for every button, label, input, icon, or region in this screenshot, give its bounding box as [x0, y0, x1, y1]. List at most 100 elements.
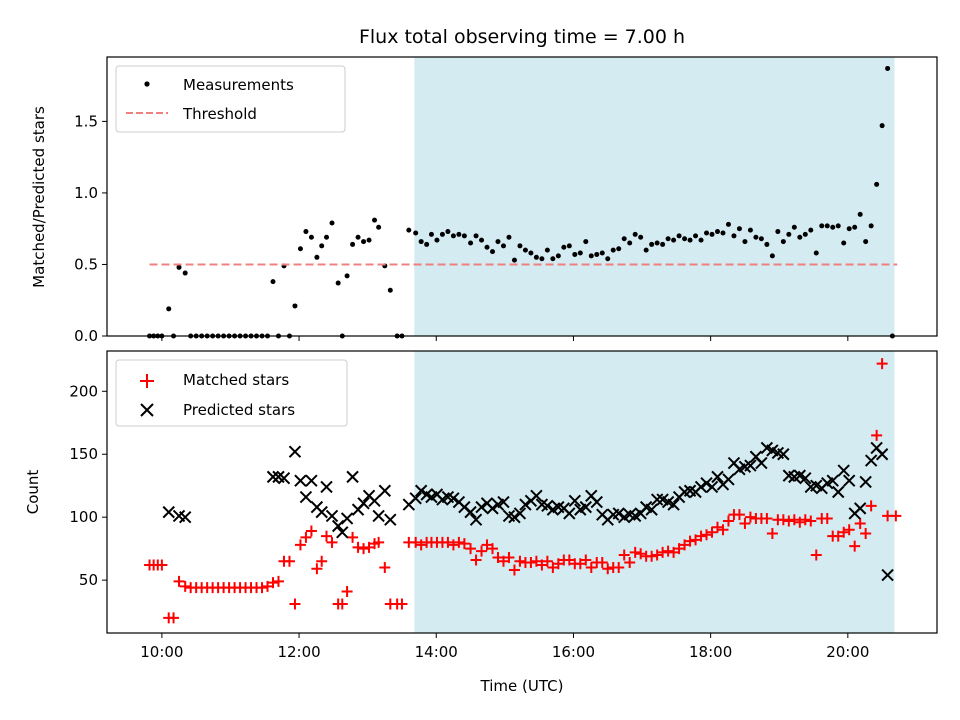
measurement-point — [874, 181, 880, 187]
measurement-point — [297, 246, 303, 252]
measurement-point — [676, 233, 682, 239]
bottom-panel-legend: Matched stars Predicted stars — [115, 359, 348, 427]
measurement-point — [434, 237, 440, 243]
predicted-stars-point — [541, 499, 554, 513]
matched-stars-point — [799, 514, 811, 526]
top-panel: 0.0 0.5 1.0 1.5 Matched/Predicted stars Mea… — [30, 56, 938, 345]
measurement-point — [544, 247, 550, 253]
predicted-stars-point — [320, 480, 333, 494]
observing-window-shade-bottom — [414, 351, 895, 633]
measurement-point — [643, 247, 649, 253]
measurement-point — [786, 231, 792, 237]
measurement-point — [632, 231, 638, 237]
matched-stars-point — [876, 358, 888, 370]
matched-stars-point — [373, 536, 385, 548]
measurement-point — [852, 224, 858, 230]
predicted-stars-point — [288, 445, 302, 458]
measurement-point — [599, 250, 605, 256]
y-tick-label: 1.5 — [74, 112, 98, 130]
measurement-point — [764, 241, 770, 247]
measurement-point — [314, 254, 320, 260]
predicted-stars-point — [469, 513, 483, 526]
predicted-stars-point — [700, 476, 713, 490]
measurement-point — [495, 239, 501, 245]
top-panel-legend: Measurements Threshold — [115, 65, 346, 133]
predicted-stars-point — [530, 489, 543, 502]
predicted-stars-point — [645, 503, 658, 516]
measurement-point — [577, 250, 583, 256]
matched-stars-point — [624, 557, 636, 568]
measurement-point — [366, 237, 372, 243]
predicted-stars-point — [346, 470, 359, 484]
measurement-point — [350, 241, 356, 247]
predicted-stars-point — [612, 507, 625, 520]
legend-label-measurements: Measurements — [183, 76, 294, 94]
matched-stars-point — [662, 545, 674, 557]
measurement-point — [616, 246, 622, 252]
measurement-point — [885, 65, 891, 71]
predicted-stars-point — [777, 448, 790, 461]
legend-marker-matched — [140, 374, 154, 388]
bottom-panel-marks — [144, 358, 902, 624]
measurement-point — [830, 224, 836, 230]
matched-stars-point — [453, 536, 465, 548]
top-panel-x-ticks — [161, 336, 849, 341]
measurement-point — [868, 223, 874, 229]
matched-stars-point — [525, 557, 537, 568]
measurement-point — [424, 241, 430, 247]
matched-stars-point — [465, 543, 477, 555]
matched-stars-point — [613, 562, 625, 574]
measurement-point — [376, 224, 382, 230]
matched-stars-point — [396, 598, 408, 610]
measurement-point — [500, 243, 506, 249]
measurement-point — [344, 273, 350, 279]
predicted-stars-point — [590, 495, 603, 509]
chart-title: Flux total observing time = 7.00 h — [359, 26, 685, 48]
predicted-stars-point — [447, 492, 460, 505]
matched-stars-point — [256, 582, 268, 594]
matched-stars-point — [470, 554, 482, 566]
measurement-point — [835, 223, 841, 229]
matched-stars-point — [733, 509, 745, 521]
measurement-point — [819, 223, 825, 229]
predicted-stars-point — [486, 502, 499, 515]
bottom-panel-y-ticks: 50 100 150 200 — [69, 382, 107, 589]
matched-stars-point — [487, 543, 499, 555]
predicted-stars-point — [832, 485, 845, 499]
predicted-stars-point — [513, 507, 527, 520]
predicted-stars-point — [266, 470, 280, 484]
matched-stars-point — [618, 549, 630, 561]
measurement-point — [303, 229, 309, 235]
measurement-point — [687, 237, 693, 243]
matched-stars-point — [766, 528, 778, 540]
predicted-stars-point — [667, 498, 680, 511]
matched-stars-point — [300, 531, 312, 543]
predicted-stars-point — [694, 480, 708, 494]
matched-stars-point — [854, 517, 866, 529]
matched-stars-point — [311, 563, 323, 575]
measurement-point — [182, 270, 188, 276]
predicted-stars-point — [357, 497, 370, 510]
measurement-point — [682, 236, 688, 242]
matched-stars-point — [657, 546, 669, 558]
measurement-point — [857, 211, 863, 217]
predicted-stars-point — [340, 512, 354, 525]
measurement-point — [627, 240, 633, 246]
matched-stars-point — [179, 580, 191, 592]
x-tick-label: 18:00 — [689, 643, 732, 661]
measurement-point — [731, 233, 737, 239]
measurement-point — [813, 250, 819, 256]
y-tick-label: 0.5 — [74, 255, 98, 273]
measurement-point — [355, 234, 361, 240]
matched-stars-point — [695, 530, 707, 542]
measurement-point — [725, 221, 731, 227]
matched-stars-point — [722, 515, 734, 527]
measurement-point — [791, 224, 797, 230]
matched-stars-point — [810, 549, 822, 561]
y-tick-label: 150 — [69, 445, 98, 463]
predicted-stars-point — [368, 494, 381, 508]
matched-stars-point — [168, 612, 180, 624]
matched-stars-point — [777, 514, 789, 526]
legend-box — [115, 359, 348, 427]
matched-stars-point — [410, 536, 422, 548]
